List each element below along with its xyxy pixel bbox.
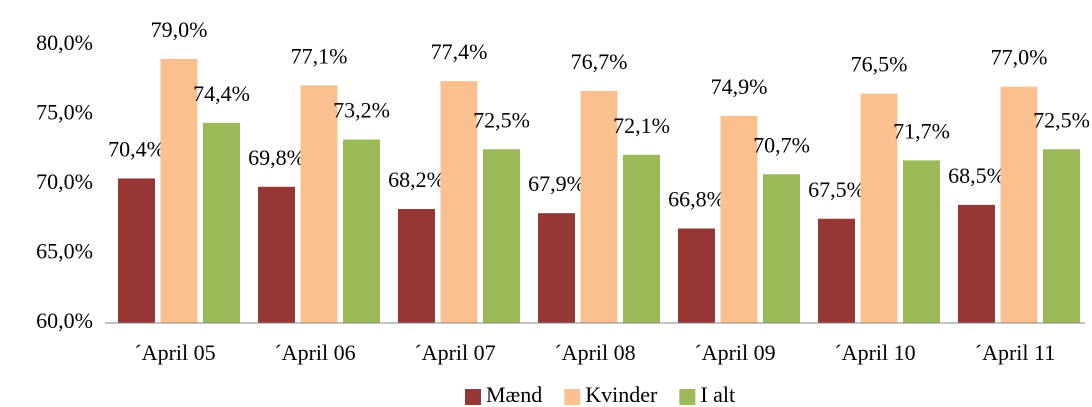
x-tick-label: ´April 08 (554, 340, 635, 365)
data-label: 77,1% (291, 43, 348, 68)
bar (440, 81, 478, 323)
bar (538, 213, 575, 323)
bar (118, 178, 155, 323)
legend-swatch (679, 389, 696, 405)
bar (483, 149, 520, 323)
data-label: 71,7% (893, 118, 950, 143)
legend-swatch (564, 389, 581, 405)
data-label: 77,0% (991, 45, 1048, 70)
bar (398, 209, 435, 323)
bar (258, 186, 295, 323)
legend-label: Mænd (486, 382, 542, 407)
bar (958, 204, 995, 323)
data-label: 70,4% (108, 136, 165, 161)
data-label: 74,9% (711, 74, 768, 99)
data-label: 73,2% (333, 98, 390, 123)
data-label: 66,8% (668, 187, 725, 212)
y-tick-label: 75,0% (36, 100, 93, 125)
bar (720, 115, 758, 323)
y-tick-label: 70,0% (36, 169, 93, 194)
data-label: 68,2% (388, 167, 445, 192)
data-label: 72,5% (473, 107, 530, 132)
data-label: 74,4% (193, 81, 250, 106)
data-label: 72,5% (1033, 107, 1090, 132)
bar (763, 174, 800, 323)
x-tick-label: ´April 10 (834, 340, 915, 365)
y-tick-label: 65,0% (36, 239, 93, 264)
y-tick-label: 80,0% (36, 30, 93, 55)
legend-swatch (465, 389, 481, 405)
legend-label: Kvinder (585, 382, 658, 407)
data-label: 70,7% (753, 132, 810, 157)
bar (203, 122, 240, 323)
data-label: 77,4% (431, 39, 488, 64)
data-label: 76,7% (571, 49, 628, 74)
bar (1000, 86, 1038, 323)
data-label: 72,1% (613, 113, 670, 138)
data-label: 67,5% (808, 177, 865, 202)
data-label: 69,8% (248, 145, 305, 170)
x-tick-label: ´April 09 (694, 340, 775, 365)
x-tick-label: ´April 06 (274, 340, 355, 365)
bar (678, 228, 715, 323)
y-tick-label: 60,0% (36, 308, 93, 333)
x-tick-label: ´April 11 (975, 340, 1055, 365)
bar (343, 139, 380, 323)
x-tick-label: ´April 07 (414, 340, 495, 365)
legend-label: I alt (700, 382, 735, 407)
bar (860, 93, 898, 324)
x-tick-label: ´April 05 (134, 340, 215, 365)
bar (580, 90, 618, 324)
data-label: 79,0% (151, 17, 208, 42)
bar (818, 218, 855, 323)
bar (1043, 149, 1080, 323)
data-label: 68,5% (948, 163, 1005, 188)
bar (903, 160, 940, 323)
bar (300, 85, 338, 323)
bar (623, 154, 660, 323)
data-label: 67,9% (528, 171, 585, 196)
data-label: 76,5% (851, 52, 908, 77)
bar (160, 58, 198, 324)
